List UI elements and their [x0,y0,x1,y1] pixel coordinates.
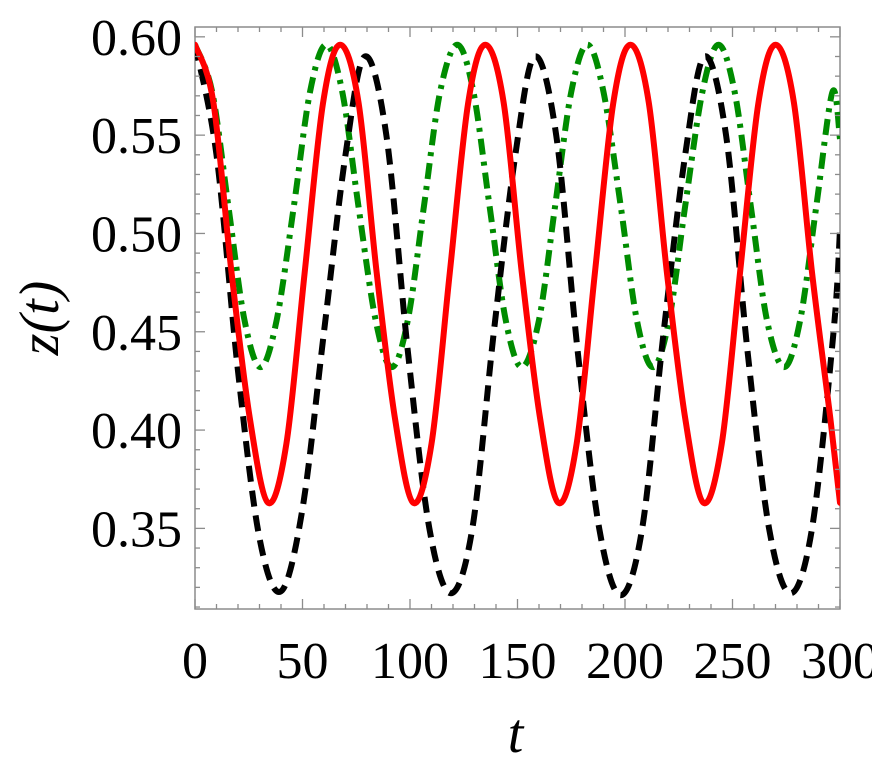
x-tick-label: 100 [371,633,449,690]
y-tick-label: 0.40 [91,403,182,460]
x-tick-label: 300 [801,633,872,690]
x-tick-label: 250 [694,633,772,690]
x-tick-label: 200 [586,633,664,690]
y-tick-label: 0.50 [91,206,182,263]
series-line-dashdot-green [195,41,840,371]
ticks-layer [194,27,841,609]
x-axis-label: t [508,703,525,765]
x-tick-label: 0 [182,633,208,690]
series-layer [195,41,840,599]
x-tick-label: 50 [277,633,329,690]
x-tick-label: 150 [479,633,557,690]
y-tick-label: 0.55 [91,108,182,165]
series-line-solid-red [195,41,840,507]
y-tick-label: 0.35 [91,501,182,558]
y-tick-label: 0.45 [91,305,182,362]
y-tick-label: 0.60 [91,10,182,67]
series-line-dashed-black [195,44,840,599]
tick-labels-layer: 0 50 100 150 200 250 300 0.35 0.40 0.45 0.50 0.55 0.… [91,10,872,690]
y-axis-label: z(t) [9,281,71,357]
